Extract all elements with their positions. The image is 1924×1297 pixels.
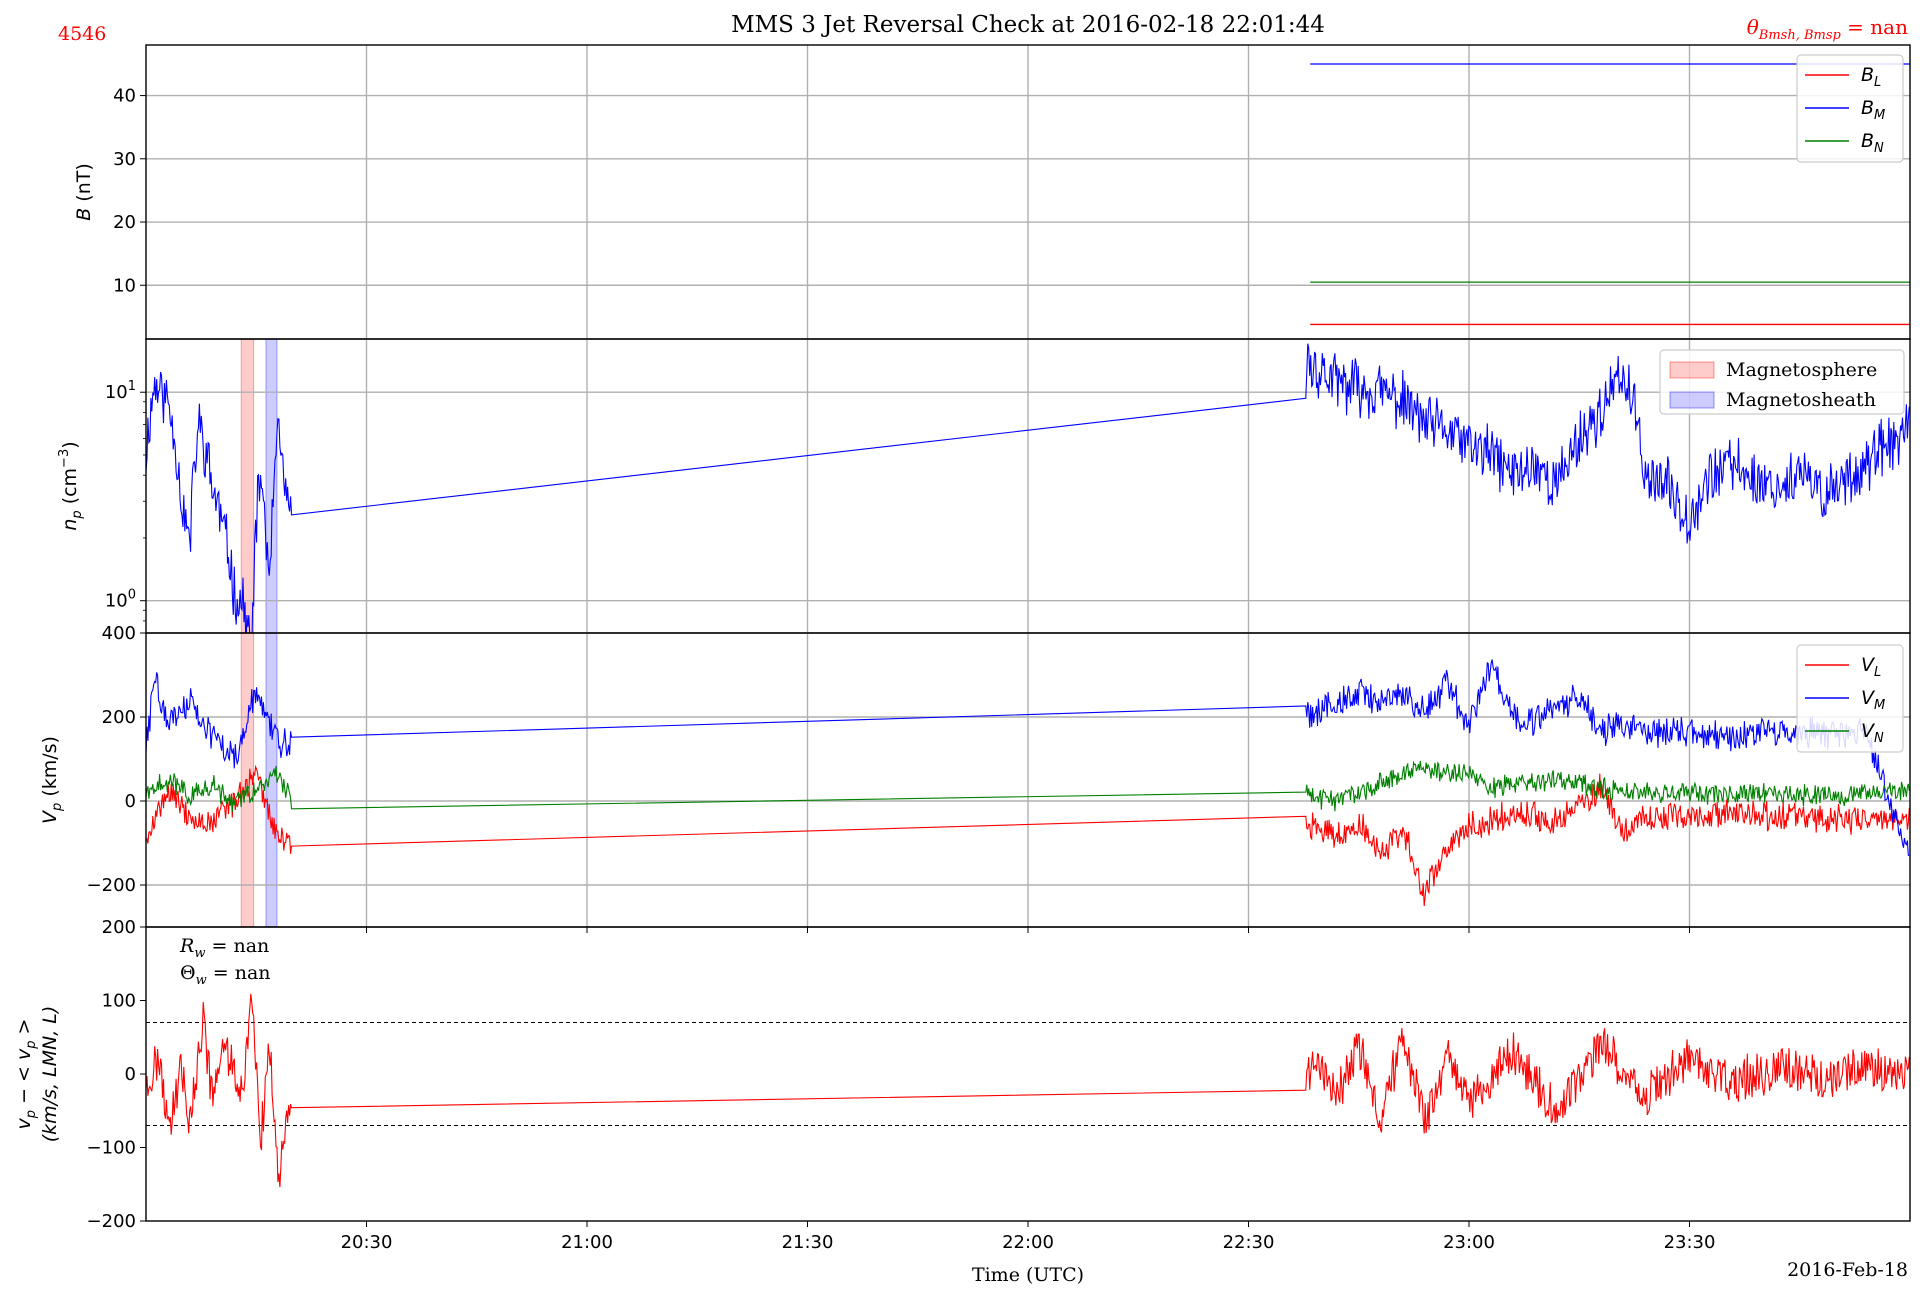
panel-velocity-residual: 20:30 21:00 21:30 22:00 22:30 23:00 23:30 200 10… <box>87 917 1911 1253</box>
panel-density: 100 101 Magnetosphere Magnetosheath <box>105 338 1911 639</box>
x-tick-label: 21:30 <box>782 1232 834 1253</box>
y-tick-label: 100 <box>105 588 136 612</box>
ylabel-np: np (cm−3) <box>57 441 85 530</box>
x-axis-label: Time (UTC) <box>972 1264 1084 1286</box>
ylabel-b: B (nT) <box>73 163 95 221</box>
span-magnetosheath <box>265 338 278 634</box>
legend-box <box>1796 644 1904 753</box>
series-dvl <box>146 993 1910 1188</box>
plot-area-dv <box>146 993 1910 1188</box>
y-tick-label: −200 <box>87 875 136 896</box>
series-vl <box>146 764 1910 907</box>
legend-np-magnetosheath-label: Magnetosheath <box>1726 389 1876 411</box>
y-tick-label: 40 <box>113 86 136 107</box>
legend-np-magnetosphere-label: Magnetosphere <box>1726 359 1877 381</box>
panel-frame <box>145 926 1911 1222</box>
thw-annotation: Θw = nan <box>180 962 271 988</box>
y-tick-label: 100 <box>102 991 136 1012</box>
x-tick-label: 22:30 <box>1223 1232 1275 1253</box>
legend-np-magnetosheath-swatch <box>1669 391 1715 409</box>
theta-label: θBmsh, Bmsp = nan <box>1747 15 1908 43</box>
series-vn <box>146 760 1910 813</box>
chart-title: MMS 3 Jet Reversal Check at 2016-02-18 2… <box>731 12 1325 38</box>
y-tick-label: 400 <box>102 623 136 644</box>
series-vm <box>146 659 1910 856</box>
event-id-label: 4546 <box>58 23 106 45</box>
x-tick-label: 22:00 <box>1002 1232 1054 1253</box>
y-tick-label: 20 <box>113 212 136 233</box>
ylabel-dv-line2: (km/s, LMN, L) <box>39 1006 61 1143</box>
x-tick-label: 23:30 <box>1664 1232 1716 1253</box>
x-tick-label: 21:00 <box>561 1232 613 1253</box>
plot-area-np <box>146 343 1910 633</box>
legend-np-magnetosphere-swatch <box>1669 361 1715 379</box>
legend-box <box>1796 54 1904 163</box>
rw-annotation: Rw = nan <box>179 935 269 961</box>
y-tick-label: 0 <box>125 791 136 812</box>
x-tick-label: 20:30 <box>341 1232 393 1253</box>
y-tick-label: 0 <box>125 1064 136 1085</box>
y-tick-label: −100 <box>87 1138 136 1159</box>
date-label: 2016-Feb-18 <box>1787 1259 1908 1281</box>
ylabel-vp: Vp (km/s) <box>39 736 65 824</box>
x-tick-label: 23:00 <box>1443 1232 1495 1253</box>
ylabel-dv-line1: vp − < vp > <box>13 1019 39 1130</box>
y-tick-label: 10 <box>113 275 136 296</box>
legend-box <box>1659 349 1905 415</box>
y-tick-label: 101 <box>105 379 136 403</box>
y-tick-label: 200 <box>102 917 136 938</box>
plot-area-vp <box>146 659 1910 907</box>
y-tick-label: −200 <box>87 1211 136 1232</box>
span-magnetosheath <box>265 632 278 928</box>
y-tick-label: 30 <box>113 149 136 170</box>
y-tick-label: 200 <box>102 707 136 728</box>
series-np <box>146 343 1910 633</box>
